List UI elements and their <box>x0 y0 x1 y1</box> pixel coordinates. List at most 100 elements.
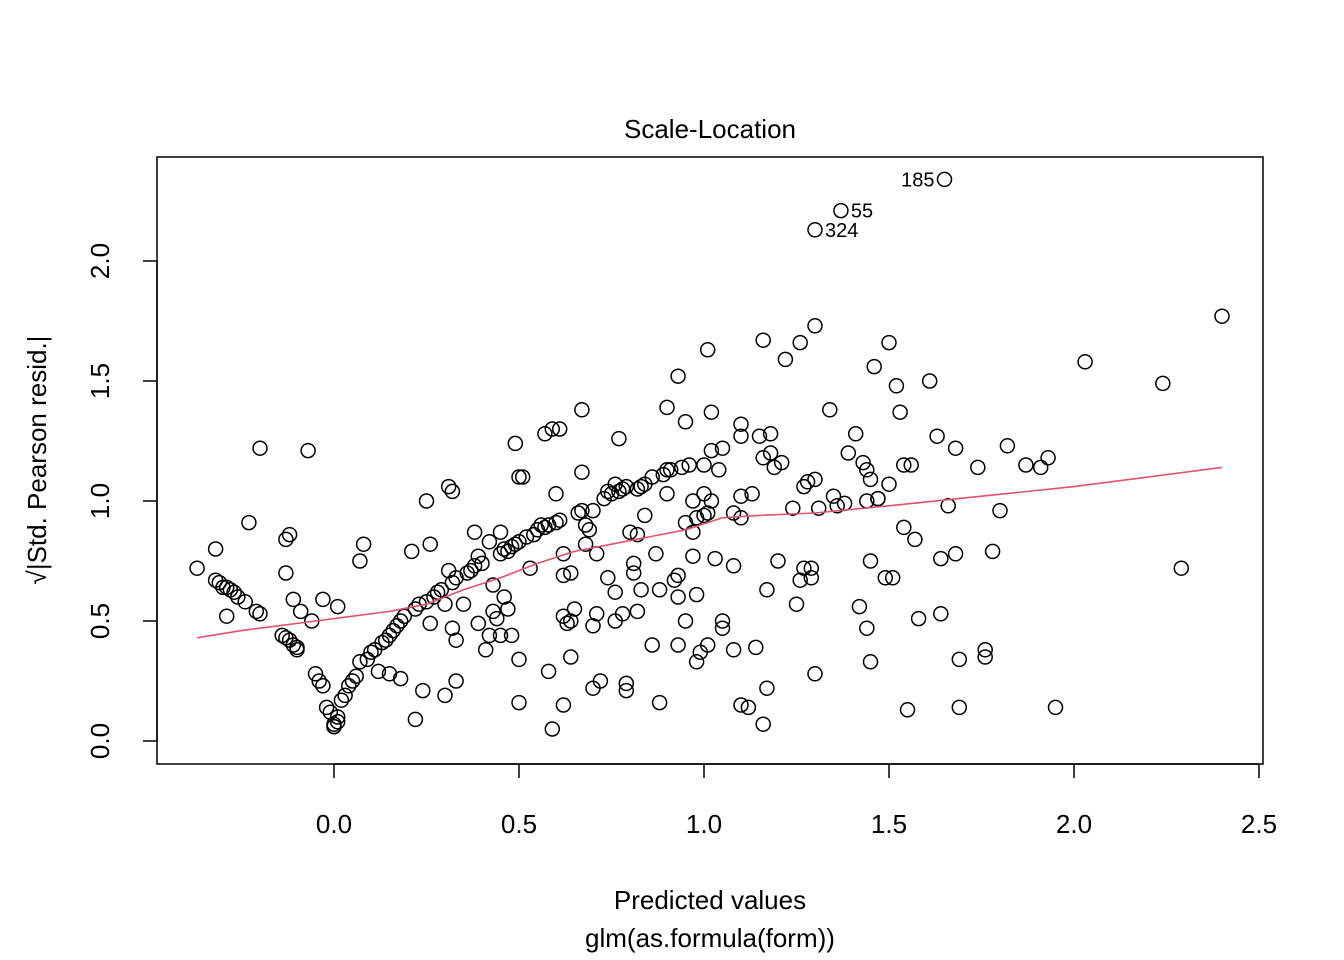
data-point <box>278 565 294 581</box>
data-point <box>1214 308 1230 324</box>
data-point <box>437 687 453 704</box>
data-point <box>588 546 605 562</box>
data-point <box>951 699 968 716</box>
data-point <box>300 442 316 459</box>
data-point <box>544 421 561 437</box>
data-point <box>685 493 701 509</box>
data-point <box>285 637 302 653</box>
data-point <box>807 666 823 682</box>
data-point <box>363 644 379 660</box>
data-point <box>378 632 394 648</box>
data-point <box>507 536 524 552</box>
data-point <box>851 598 868 615</box>
data-point <box>618 478 635 495</box>
x-tick-label: 1.5 <box>871 809 907 839</box>
data-point <box>574 464 590 480</box>
data-point <box>625 555 642 572</box>
data-point <box>696 457 712 473</box>
data-point <box>540 663 557 680</box>
data-point <box>933 606 949 622</box>
data-point <box>670 368 686 384</box>
data-point <box>751 428 768 444</box>
y-tick-label: 1.5 <box>85 363 115 399</box>
data-point <box>807 471 823 488</box>
data-point <box>278 531 294 548</box>
data-point <box>644 469 660 485</box>
data-point <box>370 663 387 680</box>
data-point <box>677 613 694 629</box>
data-point <box>648 546 664 562</box>
y-tick-label: 2.0 <box>85 243 115 279</box>
data-point <box>285 591 302 608</box>
data-point <box>492 524 509 540</box>
data-point <box>566 601 583 617</box>
data-point <box>699 505 716 521</box>
data-point <box>659 462 675 478</box>
data-point <box>659 399 675 416</box>
data-point <box>688 586 705 603</box>
data-point <box>392 613 409 629</box>
data-point <box>803 560 820 576</box>
data-point <box>241 514 257 531</box>
data-point <box>474 555 490 572</box>
data-point <box>507 435 524 452</box>
data-point <box>440 562 457 579</box>
data-point <box>670 567 686 584</box>
data-point <box>703 404 720 420</box>
data-point <box>511 469 527 485</box>
data-point <box>855 454 871 471</box>
data-point <box>762 426 779 442</box>
data-point <box>629 603 646 620</box>
data-point <box>792 334 808 351</box>
data-point <box>455 596 472 612</box>
data-point <box>563 565 579 581</box>
data-point <box>999 438 1016 454</box>
y-axis: 0.0 0.5 1.0 1.5 2.0 <box>85 243 158 759</box>
data-point <box>470 615 487 632</box>
data-point <box>733 428 749 444</box>
data-point <box>637 507 653 524</box>
data-point <box>796 478 812 495</box>
data-point <box>859 462 875 478</box>
data-point <box>733 416 749 432</box>
data-point <box>403 543 420 560</box>
data-point <box>252 606 268 622</box>
data-point <box>381 627 398 644</box>
data-point <box>807 318 823 334</box>
data-point <box>707 550 723 567</box>
data-point <box>796 560 812 576</box>
data-point <box>618 682 635 699</box>
y-tick-label: 1.0 <box>85 483 115 519</box>
data-point <box>951 651 968 668</box>
data-point <box>929 428 945 444</box>
data-points <box>189 171 1230 737</box>
x-axis-label: Predicted values <box>614 885 806 915</box>
data-point <box>551 421 568 437</box>
data-point <box>352 654 368 670</box>
data-point <box>248 603 265 620</box>
data-point <box>422 615 438 632</box>
data-point <box>1173 560 1190 576</box>
data-point <box>681 457 697 473</box>
data-point <box>544 721 561 737</box>
data-point <box>633 478 649 495</box>
data-point <box>685 524 701 540</box>
data-point <box>333 692 350 708</box>
data-point <box>444 483 461 500</box>
data-point <box>337 687 353 704</box>
data-point <box>696 507 712 524</box>
data-point <box>207 541 224 557</box>
data-point <box>714 440 731 456</box>
data-point <box>714 613 731 629</box>
data-point <box>1155 375 1171 392</box>
data-point <box>1040 450 1056 466</box>
data-point <box>870 490 886 507</box>
data-point <box>755 716 771 732</box>
data-point <box>574 402 590 418</box>
data-point <box>877 570 894 586</box>
data-point <box>359 651 376 668</box>
data-point <box>318 699 335 716</box>
data-point <box>762 445 779 461</box>
data-point <box>551 512 568 528</box>
x-axis-sublabel: glm(as.formula(form)) <box>585 923 835 953</box>
